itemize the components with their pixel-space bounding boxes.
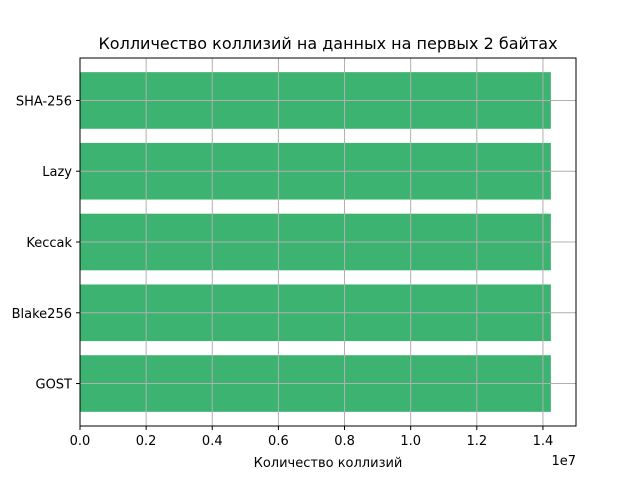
x-tick-label: 0.4	[202, 434, 223, 449]
x-axis-label: Количество коллизий	[254, 456, 403, 471]
x-axis-offset-label: 1e7	[551, 454, 576, 469]
x-axis-ticks: 0.0 0.2 0.4 0.6 0.8 1.0 1.2 1.4	[70, 426, 554, 449]
chart-title: Колличество коллизий на данных на первых…	[98, 34, 557, 53]
x-tick-label: 0.8	[334, 434, 355, 449]
y-tick-label: SHA-256	[16, 94, 72, 109]
y-tick-label: Blake256	[12, 307, 72, 322]
x-tick-label: 0.0	[70, 434, 91, 449]
x-tick-label: 0.6	[268, 434, 289, 449]
y-axis-ticks: GOST Blake256 Keccak Lazy SHA-256	[12, 94, 80, 393]
y-tick-label: Lazy	[42, 165, 72, 180]
y-tick-label: Keccak	[26, 236, 72, 251]
x-tick-label: 1.4	[533, 434, 554, 449]
x-tick-label: 0.2	[136, 434, 157, 449]
x-tick-label: 1.0	[400, 434, 421, 449]
x-tick-label: 1.2	[466, 434, 487, 449]
grid	[79, 58, 576, 426]
y-tick-label: GOST	[36, 378, 73, 393]
